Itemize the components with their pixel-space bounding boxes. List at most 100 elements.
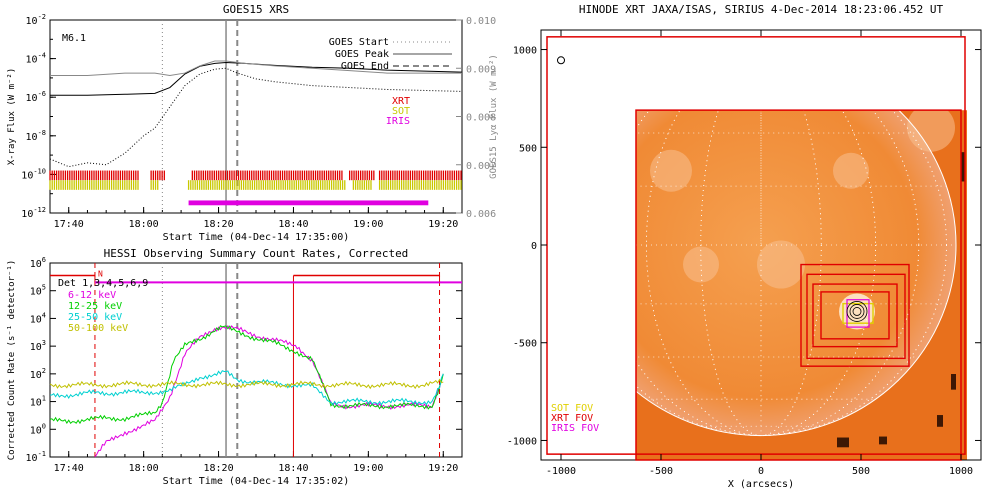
xrt-ytick-label: -500 [513, 339, 537, 350]
xrt-xlabel: X (arcsecs) [728, 479, 794, 490]
goes-ytick-label: 10-12 [21, 206, 46, 220]
goes-panel: GOES15 XRS 10-2 10-4 10-6 10-8 10-10 10-12 0.01… [7, 3, 499, 243]
sun-limb [636, 110, 957, 437]
goes-xtick-label: 18:40 [278, 219, 308, 230]
goes-series-0 [50, 61, 463, 96]
hessi-ytick-label: 10-1 [26, 450, 46, 464]
hessi-xtick-label: 18:20 [203, 463, 233, 474]
goes-ytick-label: 10-8 [26, 129, 46, 143]
xrt-xtick-label: -500 [649, 466, 673, 477]
hessi-legend-label: 6-12 keV [68, 290, 116, 301]
goes-instrument-label: SOT [392, 106, 410, 117]
goes-ytick-label: 10-4 [26, 52, 46, 66]
goes-y2tick-label: 0.010 [466, 16, 496, 27]
goes-legend-label: GOES End [341, 61, 389, 72]
xrt-fov-box [806, 273, 906, 360]
hessi-xtick-label: 19:20 [428, 463, 458, 474]
origin-marker [557, 56, 565, 65]
goes-title: GOES15 XRS [223, 3, 289, 16]
bright-region [683, 246, 719, 283]
goes-y2tick-label: 0.008 [466, 113, 496, 124]
hessi-legend-label: 12-25 keV [68, 301, 122, 312]
hessi-ytick-label: 100 [30, 422, 46, 436]
xrt-ytick-label: 500 [519, 143, 537, 154]
goes-xtick-label: 19:20 [428, 219, 458, 230]
bright-region [650, 149, 692, 192]
dark-patch [837, 437, 849, 448]
flare-contour [849, 304, 865, 319]
goes-y2label: GOES15 Lyα Flux (W m⁻²) [489, 54, 499, 179]
hessi-title: HESSI Observing Summary Count Rates, Cor… [104, 247, 409, 260]
goes-ytick-label: 10-6 [26, 90, 46, 104]
goes-ytick-label: 10-10 [21, 167, 46, 181]
heliographic-grid-lon [636, 110, 920, 436]
hessi-series-50-100-keV [49, 378, 444, 390]
bright-region [907, 110, 955, 152]
hessi-legend-label: 50-100 keV [68, 323, 128, 334]
coverage-bar-iris [188, 200, 429, 206]
xrt-legend-label: IRIS FOV [551, 423, 599, 434]
hessi-xtick-label: 19:00 [353, 463, 383, 474]
xrt-fov-box [635, 109, 962, 461]
hessi-n-label: N [98, 269, 103, 278]
xrt-xtick-label: 0 [758, 466, 764, 477]
xrt-legend-label: XRT FOV [551, 413, 593, 424]
hessi-series-25-50-keV [49, 370, 444, 406]
xrt-fov-box [820, 291, 890, 340]
goes-instrument-label: IRIS [386, 116, 410, 127]
hessi-series-12-25-keV [49, 325, 444, 425]
xrt-title: HINODE XRT JAXA/ISAS, SIRIUS 4-Dec-2014 … [579, 3, 944, 16]
heliographic-grid-lon [646, 110, 876, 436]
hessi-panel: HESSI Observing Summary Count Rates, Cor… [7, 247, 463, 487]
goes-series-2 [50, 60, 462, 76]
hessi-ytick-label: 101 [30, 395, 46, 409]
hessi-xtick-label: 18:00 [129, 463, 159, 474]
xrt-ytick-label: 1000 [513, 46, 537, 57]
dark-patch [879, 436, 887, 445]
goes-series-1 [49, 67, 463, 168]
sot-fov-box [842, 302, 874, 324]
goes-y2tick-label: 0.006 [466, 209, 496, 220]
dark-patch [961, 152, 965, 182]
hessi-ylabel: Corrected Count Rate (s⁻¹ detector⁻¹) [7, 260, 17, 460]
dark-patch [937, 415, 943, 427]
hessi-legend-label: 25-50 keV [68, 312, 122, 323]
goes-ylabel: X-ray Flux (W m⁻²) [7, 68, 17, 166]
goes-y2tick-label: 0.007 [466, 161, 496, 172]
xrt-panel: HINODE XRT JAXA/ISAS, SIRIUS 4-Dec-2014 … [507, 3, 982, 490]
xrt-xtick-label: 500 [852, 466, 870, 477]
goes-xtick-label: 18:20 [203, 219, 233, 230]
hessi-ytick-label: 103 [30, 339, 46, 353]
goes-ytick-label: 10-2 [26, 13, 46, 27]
hessi-xtick-label: 18:40 [278, 463, 308, 474]
hessi-det-label: Det 1,3,4,5,6,9 [58, 278, 148, 289]
bright-region [833, 152, 869, 189]
flare-contour [852, 307, 862, 316]
xrt-xtick-label: 1000 [949, 466, 973, 477]
xrt-fov-box [812, 283, 898, 348]
goes-legend-label: GOES Peak [335, 49, 389, 60]
xrt-legend-label: SOT FOV [551, 403, 593, 414]
hessi-ytick-label: 106 [30, 256, 46, 270]
xrt-fov-box [800, 263, 910, 367]
hessi-ytick-label: 105 [30, 284, 46, 298]
goes-xlabel: Start Time (04-Dec-14 17:35:00) [163, 232, 350, 243]
goes-xtick-label: 19:00 [353, 219, 383, 230]
hessi-xtick-label: 17:40 [54, 463, 84, 474]
xrt-ytick-label: -1000 [507, 436, 537, 447]
goes-xtick-label: 17:40 [54, 219, 84, 230]
flare-contour [846, 301, 868, 322]
hessi-xlabel: Start Time (04-Dec-14 17:35:02) [163, 476, 350, 487]
goes-legend-label: GOES Start [329, 37, 389, 48]
goes-class-label: M6.1 [62, 33, 86, 44]
hessi-ytick-label: 104 [30, 311, 46, 325]
dark-patch [951, 374, 956, 390]
bright-region [757, 240, 805, 289]
active-region [839, 293, 875, 330]
goes-xtick-label: 18:00 [129, 219, 159, 230]
goes-y2tick-label: 0.009 [466, 64, 496, 75]
hessi-ytick-label: 102 [30, 367, 46, 381]
goes-instrument-label: XRT [392, 96, 410, 107]
xrt-image [636, 110, 967, 461]
